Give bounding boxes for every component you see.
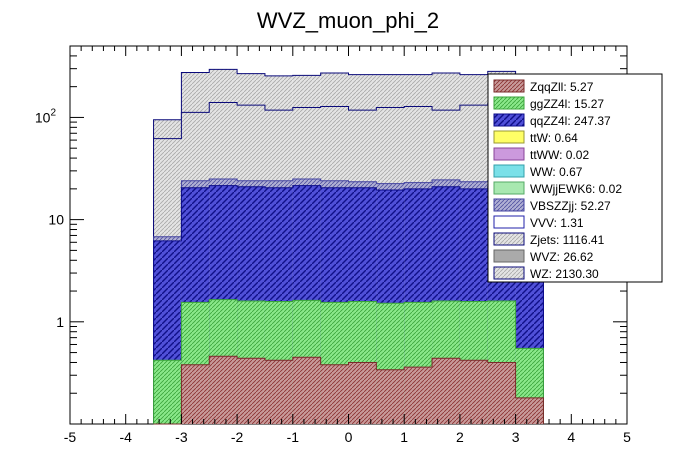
y-tick-label: 1: [56, 314, 64, 330]
legend-swatch-WWjjEWK6: [493, 181, 525, 195]
bar-ZqqZll-bin-12: [487, 362, 516, 424]
x-tick-label: 0: [345, 429, 353, 445]
y-tick-label: 102: [35, 107, 57, 125]
bar-ZqqZll-bin-6: [320, 364, 349, 424]
legend-swatch-ttW: [493, 130, 525, 144]
y-tick-label-base: 10: [35, 109, 51, 125]
legend-swatch-qqZZ4l: [493, 113, 525, 127]
bar-ZqqZll-bin-3: [237, 358, 265, 424]
bar-ZqqZll-bin-5: [292, 357, 321, 424]
legend-label-qqZZ4l: qqZZ4l: 247.37: [530, 114, 611, 128]
bar-ggZZ4l-bin-0: [153, 360, 182, 424]
bar-ZqqZll-bin-11: [459, 360, 488, 424]
y-tick-label: 10: [48, 212, 64, 228]
legend-label-ggZZ4l: ggZZ4l: 15.27: [530, 97, 604, 111]
outline-WZ: [153, 68, 544, 424]
legend-swatch-WVZ: [493, 249, 525, 263]
legend-label-ttWW: ttWW: 0.02: [530, 148, 589, 162]
histogram-bars: [153, 68, 544, 425]
legend: ZqqZll: 5.27 ggZZ4l: 15.27 qqZZ4l: 247.37 t…: [487, 73, 663, 283]
x-tick-label: 2: [456, 429, 464, 445]
chart-title: WVZ_muon_phi_2: [257, 8, 439, 33]
legend-label-WVZ: WVZ: 26.62: [530, 250, 594, 264]
x-tick-label: 4: [567, 429, 575, 445]
x-tick-label: -2: [231, 429, 244, 445]
legend-swatch-VVV: [493, 215, 525, 229]
y-tick-label-exponent: 2: [50, 107, 56, 118]
legend-label-ZqqZll: ZqqZll: 5.27: [530, 80, 594, 94]
legend-label-WZ: WZ: 2130.30: [530, 267, 599, 281]
bar-ZqqZll-bin-2: [209, 356, 238, 424]
x-tick-label: 5: [623, 429, 631, 445]
legend-label-Zjets: Zjets: 1116.41: [530, 233, 605, 247]
bar-ZqqZll-bin-4: [264, 360, 293, 424]
legend-label-VBSZZjj: VBSZZjj: 52.27: [530, 199, 611, 213]
legend-swatch-VBSZZjj: [493, 198, 525, 212]
bar-ZqqZll-bin-10: [432, 358, 460, 424]
bar-ZqqZll-bin-9: [404, 367, 433, 424]
legend-label-ttW: ttW: 0.64: [530, 131, 578, 145]
bar-ZqqZll-bin-1: [181, 364, 210, 424]
x-tick-label: 3: [512, 429, 520, 445]
x-tick-label: 1: [400, 429, 408, 445]
legend-label-WWjjEWK6: WWjjEWK6: 0.02: [530, 182, 622, 196]
x-tick-label: -3: [175, 429, 188, 445]
x-tick-label: -5: [64, 429, 77, 445]
legend-swatch-ZqqZll: [493, 79, 525, 93]
legend-swatch-ttWW: [493, 147, 525, 161]
bar-ZqqZll-bin-8: [376, 369, 405, 424]
x-tick-label: -4: [119, 429, 132, 445]
bar-ZqqZll-bin-7: [348, 362, 377, 424]
outline-ZqqZll: [153, 355, 544, 425]
legend-swatch-ggZZ4l: [493, 96, 525, 110]
legend-swatch-WW: [493, 164, 525, 178]
legend-label-WW: WW: 0.67: [530, 165, 583, 179]
bar-ZqqZll-bin-13: [515, 397, 544, 424]
legend-label-VVV: VVV: 1.31: [530, 216, 584, 230]
legend-swatch-WZ: [493, 266, 525, 280]
outline-ggZZ4l: [153, 299, 544, 424]
legend-swatch-Zjets: [493, 232, 525, 246]
x-tick-label: -1: [287, 429, 300, 445]
